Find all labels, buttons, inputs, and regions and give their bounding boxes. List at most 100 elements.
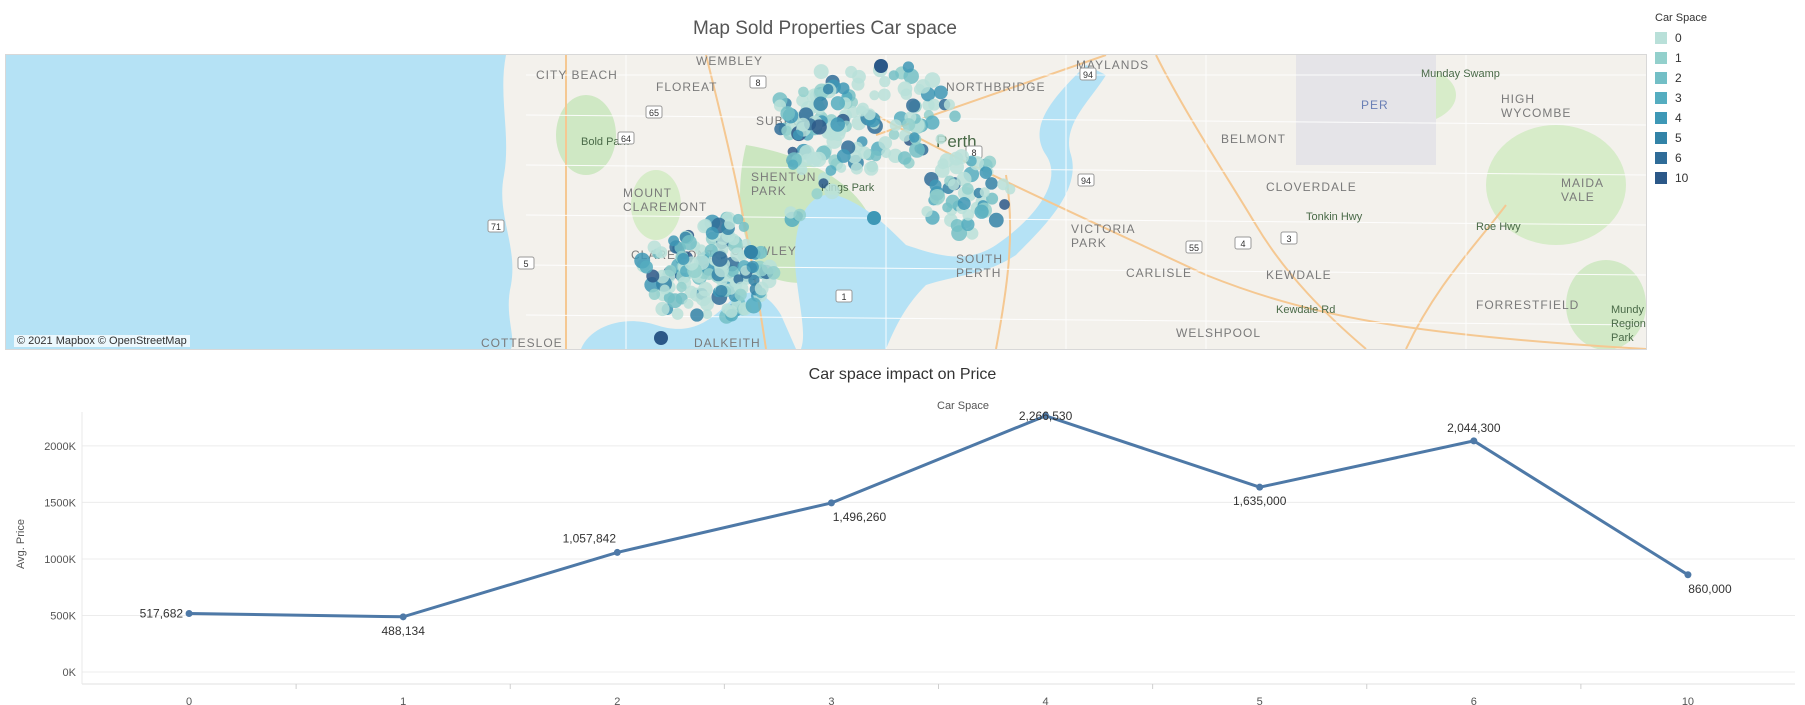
legend-item-10[interactable]: 10 xyxy=(1655,168,1707,188)
data-point[interactable] xyxy=(827,499,835,507)
data-point[interactable] xyxy=(1470,437,1478,445)
property-point[interactable] xyxy=(830,117,846,132)
data-point[interactable] xyxy=(399,613,407,621)
property-point[interactable] xyxy=(711,251,728,267)
property-point[interactable] xyxy=(793,208,807,222)
property-point[interactable] xyxy=(999,199,1010,210)
property-point[interactable] xyxy=(818,178,829,189)
property-point[interactable] xyxy=(950,219,964,232)
property-point[interactable] xyxy=(985,177,998,190)
property-point[interactable] xyxy=(744,245,758,259)
data-point[interactable] xyxy=(185,609,193,617)
property-point[interactable] xyxy=(897,81,913,97)
property-point[interactable] xyxy=(870,150,882,162)
property-point[interactable] xyxy=(796,117,810,132)
property-point[interactable] xyxy=(684,285,698,299)
property-point[interactable] xyxy=(766,266,781,280)
property-point[interactable] xyxy=(813,64,829,80)
property-point[interactable] xyxy=(909,132,920,143)
property-point[interactable] xyxy=(671,308,684,320)
property-point[interactable] xyxy=(668,235,680,247)
property-point[interactable] xyxy=(811,119,827,135)
property-point[interactable] xyxy=(746,260,759,273)
data-point[interactable] xyxy=(1042,412,1050,420)
property-point[interactable] xyxy=(715,284,728,298)
property-point[interactable] xyxy=(957,197,971,210)
legend-item-6[interactable]: 6 xyxy=(1655,148,1707,168)
map-attribution[interactable]: © 2021 Mapbox © OpenStreetMap xyxy=(14,335,190,347)
property-point[interactable] xyxy=(796,164,808,176)
property-point[interactable] xyxy=(956,171,972,187)
property-point[interactable] xyxy=(902,61,915,73)
property-point[interactable] xyxy=(690,308,704,322)
property-point[interactable] xyxy=(947,179,960,191)
property-point[interactable] xyxy=(869,90,880,101)
property-point[interactable] xyxy=(933,85,948,100)
property-point[interactable] xyxy=(997,178,1010,191)
property-point[interactable] xyxy=(787,159,799,170)
property-point[interactable] xyxy=(874,59,888,73)
property-point[interactable] xyxy=(836,162,847,173)
property-point[interactable] xyxy=(983,155,997,169)
property-point[interactable] xyxy=(879,75,891,88)
property-point[interactable] xyxy=(889,119,902,132)
property-point[interactable] xyxy=(921,205,933,218)
property-point[interactable] xyxy=(830,96,846,111)
property-point[interactable] xyxy=(961,183,974,195)
property-point[interactable] xyxy=(906,98,921,113)
property-point[interactable] xyxy=(683,298,694,309)
property-point[interactable] xyxy=(780,106,796,121)
property-point[interactable] xyxy=(811,151,827,167)
property-point[interactable] xyxy=(825,165,837,176)
property-point[interactable] xyxy=(813,96,828,111)
property-point[interactable] xyxy=(962,209,974,221)
property-point[interactable] xyxy=(681,234,697,251)
property-point[interactable] xyxy=(754,281,769,296)
property-point[interactable] xyxy=(929,188,946,205)
property-point[interactable] xyxy=(988,212,1004,228)
property-point[interactable] xyxy=(945,194,960,209)
property-point[interactable] xyxy=(659,284,670,295)
property-point[interactable] xyxy=(824,183,840,200)
property-point[interactable] xyxy=(915,79,931,94)
property-point[interactable] xyxy=(677,252,690,266)
property-point[interactable] xyxy=(727,265,739,278)
property-point[interactable] xyxy=(888,70,899,81)
property-point[interactable] xyxy=(798,86,809,98)
legend-item-2[interactable]: 2 xyxy=(1655,68,1707,88)
property-point[interactable] xyxy=(724,218,736,230)
property-point[interactable] xyxy=(986,192,999,205)
property-point[interactable] xyxy=(954,149,970,165)
property-point[interactable] xyxy=(902,118,916,132)
property-point[interactable] xyxy=(949,110,961,123)
property-point[interactable] xyxy=(732,213,744,225)
property-point[interactable] xyxy=(822,83,834,95)
property-point[interactable] xyxy=(748,274,760,286)
property-point[interactable] xyxy=(730,247,745,262)
property-point[interactable] xyxy=(702,309,713,320)
property-point[interactable] xyxy=(974,204,989,219)
property-point[interactable] xyxy=(647,240,662,255)
property-point[interactable] xyxy=(897,151,912,165)
property-point[interactable] xyxy=(654,331,668,345)
property-point[interactable] xyxy=(898,129,912,142)
property-point[interactable] xyxy=(745,297,762,314)
legend-item-3[interactable]: 3 xyxy=(1655,88,1707,108)
property-point[interactable] xyxy=(664,264,677,277)
property-point[interactable] xyxy=(867,211,881,225)
data-point[interactable] xyxy=(613,548,621,556)
legend-item-0[interactable]: 0 xyxy=(1655,28,1707,48)
legend-item-4[interactable]: 4 xyxy=(1655,108,1707,128)
legend-item-5[interactable]: 5 xyxy=(1655,128,1707,148)
property-point[interactable] xyxy=(734,288,747,301)
legend-item-1[interactable]: 1 xyxy=(1655,48,1707,68)
property-point[interactable] xyxy=(738,221,750,233)
property-point[interactable] xyxy=(796,94,809,107)
property-point[interactable] xyxy=(698,281,713,297)
property-point[interactable] xyxy=(878,136,893,150)
property-point[interactable] xyxy=(781,125,792,137)
property-point[interactable] xyxy=(705,226,719,240)
map-view[interactable]: CITY BEACH FLOREAT WEMBLEY MAYLANDS NORTHBRI… xyxy=(5,54,1647,350)
property-point[interactable] xyxy=(754,245,768,259)
property-point[interactable] xyxy=(648,288,661,300)
